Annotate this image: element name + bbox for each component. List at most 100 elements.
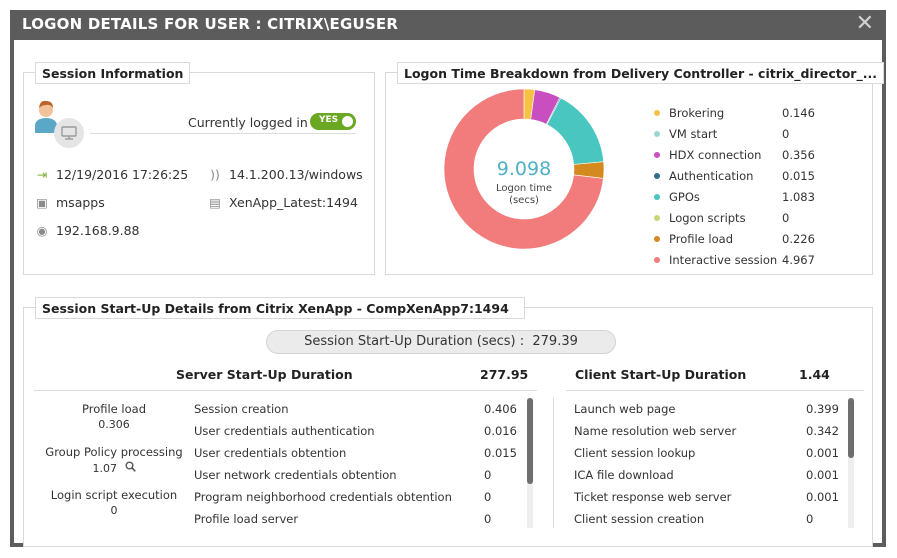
donut-slice-gpos[interactable] bbox=[546, 97, 604, 165]
startup-title: Session Start-Up Details from Citrix Xen… bbox=[35, 297, 525, 319]
client-row-value: 0.342 bbox=[806, 424, 839, 438]
legend-swatch bbox=[654, 151, 660, 158]
legend-swatch bbox=[654, 214, 660, 221]
client-row-name: Ticket response web server bbox=[574, 490, 732, 504]
client-row-name: ICA file download bbox=[574, 468, 674, 482]
legend-label: VM start bbox=[669, 127, 718, 141]
location-pin-icon: ◉ bbox=[36, 223, 48, 238]
side-value-login-script: 0 bbox=[110, 504, 118, 517]
dialog-content: Session Information Currently logged in … bbox=[14, 40, 884, 547]
session-server: ▤ XenApp_Latest:1494 bbox=[207, 195, 358, 210]
side-label-profile-load: Profile load bbox=[82, 402, 146, 416]
legend-label: Interactive session bbox=[669, 253, 778, 267]
client-row-name: Client session creation bbox=[574, 512, 705, 526]
legend-label: HDX connection bbox=[669, 148, 762, 162]
server-row-name: Program neighborhood credentials obtenti… bbox=[194, 490, 452, 504]
startup-duration-pill: Session Start-Up Duration (secs) : 279.3… bbox=[266, 330, 616, 354]
legend-item: Interactive session bbox=[654, 253, 777, 267]
duration-value: 279.39 bbox=[532, 334, 578, 349]
dialog-title: LOGON DETAILS FOR USER : CITRIX\EGUSER bbox=[22, 15, 399, 33]
client-scrollbar[interactable] bbox=[848, 398, 854, 528]
side-label-group-policy: Group Policy processing bbox=[45, 445, 183, 459]
group-policy-value: 1.07 bbox=[92, 462, 118, 475]
server-row-value: 0 bbox=[484, 512, 492, 526]
logged-in-label: Currently logged in bbox=[188, 115, 308, 130]
session-datetime: ⇥ 12/19/2016 17:26:25 bbox=[34, 167, 188, 182]
server-startup-heading: Server Start-Up Duration bbox=[176, 367, 353, 382]
server-scrollbar[interactable] bbox=[527, 398, 533, 528]
client-row-value: 0.399 bbox=[806, 402, 839, 416]
legend-value: 0 bbox=[782, 211, 790, 225]
side-value-profile-load: 0.306 bbox=[98, 418, 130, 431]
legend-label: Authentication bbox=[669, 169, 754, 183]
server-row-name: Session creation bbox=[194, 402, 289, 416]
session-address: )) 14.1.200.13/windows bbox=[207, 167, 363, 182]
legend-value: 0.356 bbox=[782, 148, 815, 162]
donut-center-value: 9.098 bbox=[496, 158, 552, 180]
legend-label: Logon scripts bbox=[669, 211, 746, 225]
app-text: msapps bbox=[56, 195, 105, 210]
server-header-divider bbox=[34, 390, 537, 391]
server-row-name: User network credentials obtention bbox=[194, 468, 397, 482]
user-avatar bbox=[32, 97, 84, 148]
client-startup-heading: Client Start-Up Duration bbox=[575, 367, 747, 382]
client-row-value: 0.001 bbox=[806, 490, 839, 504]
legend-value: 0.015 bbox=[782, 169, 815, 183]
legend-value: 1.083 bbox=[782, 190, 815, 204]
app-icon: ▣ bbox=[36, 195, 48, 210]
legend-label: GPOs bbox=[669, 190, 700, 204]
server-row-value: 0 bbox=[484, 490, 492, 504]
session-info-title: Session Information bbox=[35, 62, 191, 84]
server-row-name: Profile load server bbox=[194, 512, 299, 526]
side-value-group-policy: 1.07 bbox=[54, 461, 174, 475]
close-icon[interactable]: ✕ bbox=[855, 11, 874, 36]
session-info-panel: Session Information Currently logged in … bbox=[23, 62, 375, 275]
legend-swatch bbox=[654, 172, 660, 179]
logon-breakdown-panel: Logon Time Breakdown from Delivery Contr… bbox=[385, 62, 884, 275]
donut-slice-interactive-session[interactable] bbox=[443, 88, 604, 250]
legend-item: HDX connection bbox=[654, 148, 761, 162]
side-label-login-script: Login script execution bbox=[50, 488, 178, 502]
legend-swatch bbox=[654, 256, 660, 263]
donut-center-label: Logon time bbox=[495, 183, 553, 194]
legend-swatch bbox=[654, 109, 660, 116]
legend-item: GPOs bbox=[654, 190, 700, 204]
legend-value: 0.146 bbox=[782, 106, 815, 120]
search-icon[interactable] bbox=[125, 461, 136, 475]
server-scroll-thumb[interactable] bbox=[527, 398, 533, 484]
server-text: XenApp_Latest:1494 bbox=[229, 195, 358, 210]
legend-item: Logon scripts bbox=[654, 211, 746, 225]
server-row-name: User credentials obtention bbox=[194, 446, 347, 460]
legend-value: 0 bbox=[782, 127, 790, 141]
session-ip: ◉ 192.168.9.88 bbox=[34, 223, 140, 238]
startup-panel: Session Start-Up Details from Citrix Xen… bbox=[23, 297, 873, 547]
toggle-label: YES bbox=[319, 115, 339, 125]
server-row-value: 0.016 bbox=[484, 424, 517, 438]
legend-item: Profile load bbox=[654, 232, 733, 246]
signal-icon: )) bbox=[210, 167, 220, 182]
legend-swatch bbox=[654, 193, 660, 200]
client-row-value: 0.001 bbox=[806, 468, 839, 482]
datetime-text: 12/19/2016 17:26:25 bbox=[56, 167, 189, 182]
server-row-value: 0 bbox=[484, 468, 492, 482]
ip-text: 192.168.9.88 bbox=[56, 223, 140, 238]
address-text: 14.1.200.13/windows bbox=[229, 167, 363, 182]
server-icon: ▤ bbox=[209, 195, 221, 210]
legend-item: VM start bbox=[654, 127, 717, 141]
logon-breakdown-title: Logon Time Breakdown from Delivery Contr… bbox=[397, 62, 884, 84]
client-scroll-thumb[interactable] bbox=[848, 398, 854, 458]
server-row-value: 0.406 bbox=[484, 402, 517, 416]
duration-label: Session Start-Up Duration (secs) : bbox=[304, 334, 525, 349]
login-arrow-icon: ⇥ bbox=[36, 167, 48, 182]
legend-item: Brokering bbox=[654, 106, 724, 120]
logon-details-dialog: LOGON DETAILS FOR USER : CITRIX\EGUSER ✕… bbox=[10, 10, 886, 547]
logged-in-toggle[interactable]: YES bbox=[310, 113, 356, 130]
legend-swatch bbox=[654, 130, 660, 137]
legend-label: Brokering bbox=[669, 106, 725, 120]
logon-donut-chart bbox=[443, 88, 605, 250]
client-row-value: 0.001 bbox=[806, 446, 839, 460]
legend-item: Authentication bbox=[654, 169, 753, 183]
client-row-name: Client session lookup bbox=[574, 446, 696, 460]
legend-swatch bbox=[654, 235, 660, 242]
legend-value: 4.967 bbox=[782, 253, 815, 267]
